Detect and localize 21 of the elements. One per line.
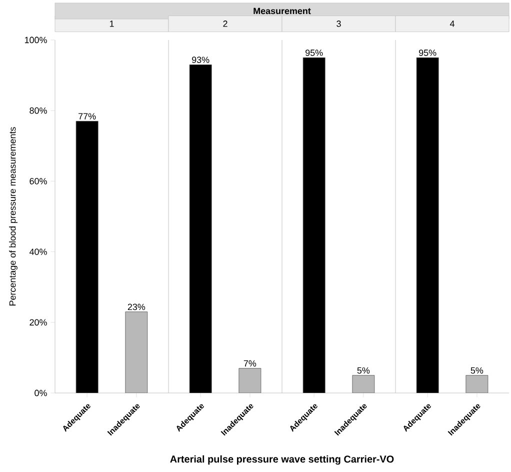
y-tick-label: 60% (30, 178, 47, 184)
y-tick-label: 40% (29, 248, 47, 255)
y-tick-label: 20% (30, 319, 47, 326)
x-axis-title: Arterial pulse pressure wave setting Carrier-VO (170, 455, 394, 465)
y-tick-label: 80% (30, 107, 47, 114)
y-tick-label: 100% (24, 36, 47, 44)
data-label: 93% (192, 56, 210, 64)
data-label: 5% (357, 367, 370, 374)
chart-title: 4 (450, 20, 454, 27)
data-label: 95% (306, 50, 323, 56)
chart-title: 2 (223, 20, 228, 27)
data-label: 23% (128, 304, 146, 310)
data-label: 77% (78, 113, 96, 120)
text: Measurement (254, 8, 311, 14)
data-label: 95% (419, 50, 436, 56)
y-tick-label: 0% (34, 390, 47, 396)
y-axis-title: Percentage of blood pressure measurements (9, 127, 18, 306)
data-label: 5% (470, 367, 484, 374)
chart-title: 1 (110, 20, 114, 27)
chart-title: 3 (336, 20, 341, 27)
data-label: 7% (244, 360, 256, 367)
